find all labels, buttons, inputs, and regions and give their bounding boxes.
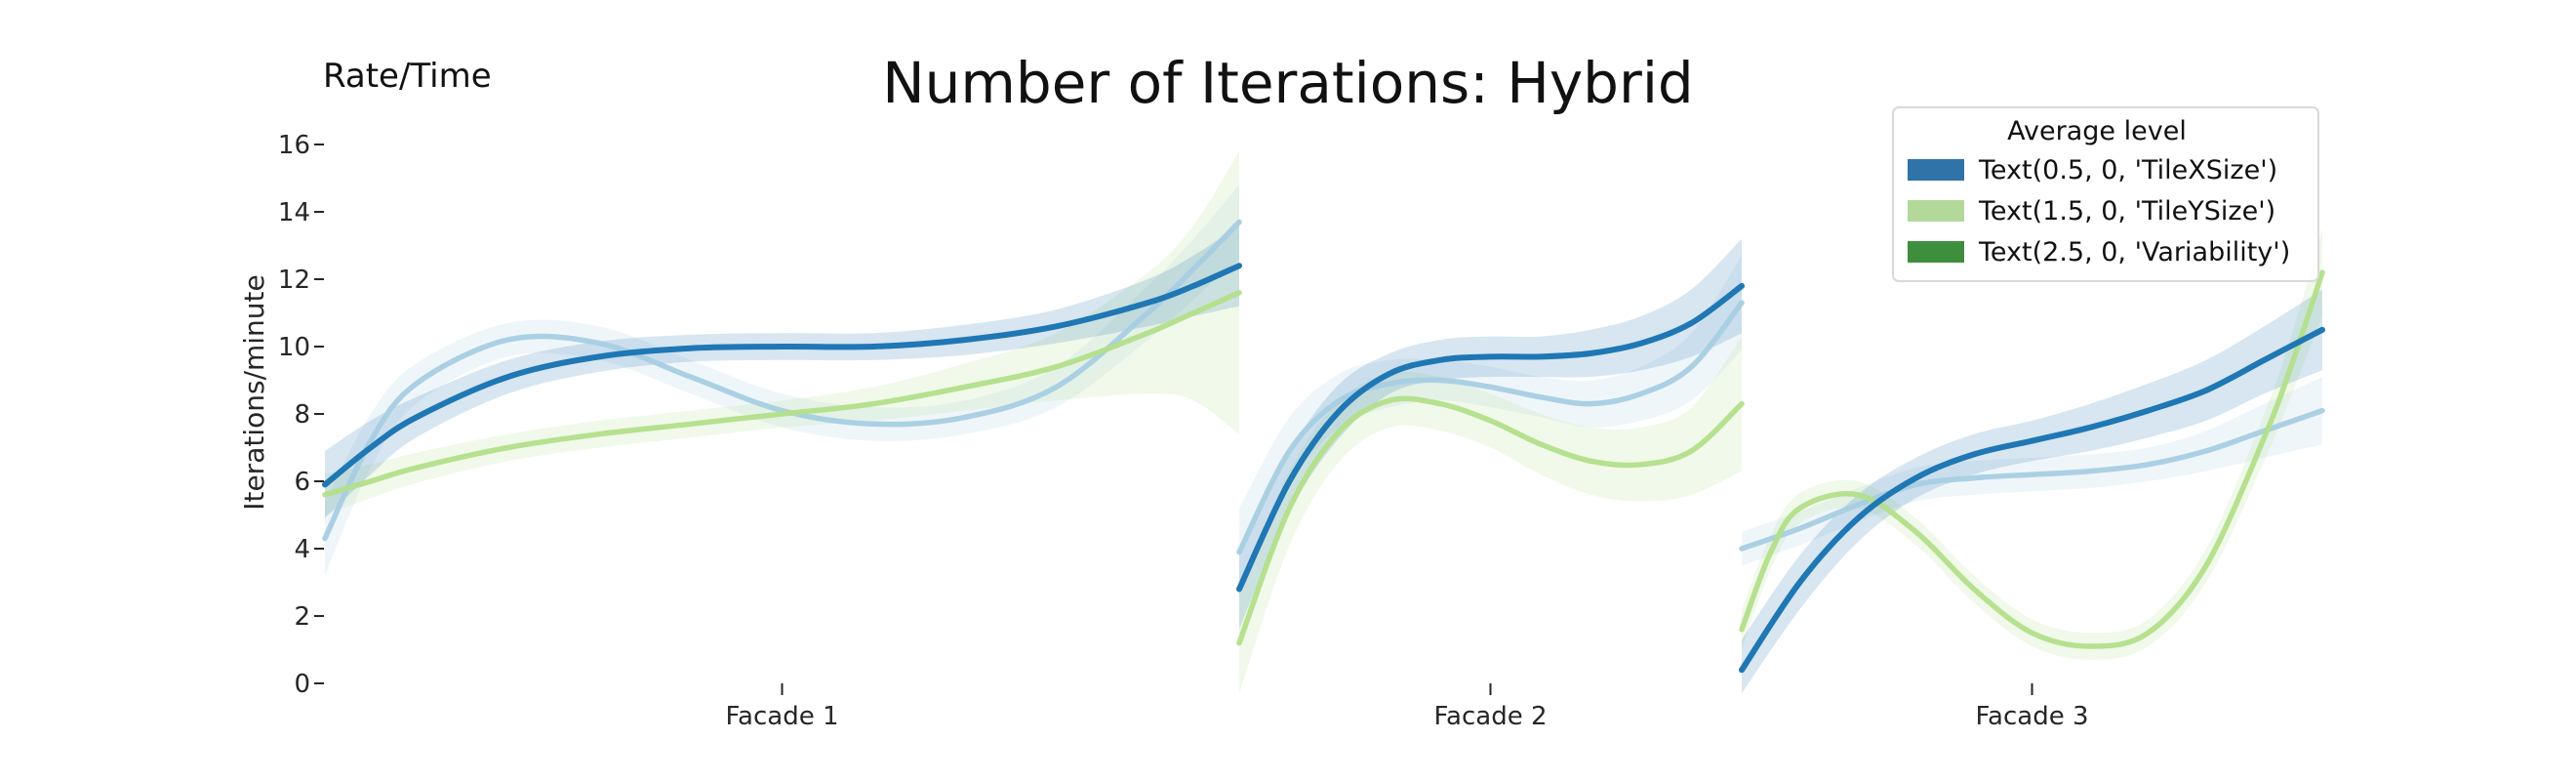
line-facade-1-series-2 bbox=[322, 290, 1242, 498]
legend-frame bbox=[1892, 106, 2319, 282]
y-tick-label-6: 6 bbox=[294, 468, 310, 497]
legend-title: Average level bbox=[2007, 116, 2187, 146]
corner-label: Rate/Time bbox=[323, 57, 492, 96]
x-axis: Facade 1 Facade 2 Facade 3 bbox=[725, 683, 2089, 731]
band-facade-2-series-3 bbox=[1239, 238, 1742, 630]
y-tick-label-0: 0 bbox=[294, 670, 310, 699]
y-tick-label-8: 8 bbox=[294, 400, 310, 430]
legend-entries: Text(0.5, 0, 'TileXSize') Text(1.5, 0, 'T… bbox=[1908, 155, 2290, 267]
y-tick-label-12: 12 bbox=[278, 266, 310, 295]
legend: Average level Text(0.5, 0, 'TileXSize')T… bbox=[1892, 106, 2319, 282]
y-tick-label-10: 10 bbox=[278, 333, 310, 362]
legend-label-2: Text(1.5, 0, 'TileYSize') bbox=[1978, 196, 2275, 226]
line-facade-1-series-1 bbox=[322, 219, 1242, 542]
x-tick-label-facade-1: Facade 1 bbox=[725, 702, 838, 731]
y-axis: 0 2 4 6 8 10 12 14 16 bbox=[278, 131, 324, 699]
line-facade-1-series-3 bbox=[322, 263, 1242, 488]
x-tick-label-facade-3: Facade 3 bbox=[1975, 702, 2088, 731]
series-lines bbox=[322, 219, 2325, 674]
line-facade-3-series-1 bbox=[1739, 407, 2325, 552]
line-facade-3-series-3 bbox=[1739, 326, 2325, 674]
legend-swatch-1 bbox=[1908, 159, 1964, 181]
band-facade-1-series-1 bbox=[325, 185, 1239, 576]
band-facade-3-series-3 bbox=[1742, 289, 2322, 694]
legend-label-1: Text(0.5, 0, 'TileXSize') bbox=[1978, 155, 2277, 185]
y-tick-label-2: 2 bbox=[294, 602, 310, 632]
band-facade-2-series-1 bbox=[1239, 255, 1742, 596]
y-tick-label-4: 4 bbox=[294, 535, 310, 564]
band-facade-3-series-1 bbox=[1742, 377, 2322, 566]
y-axis-label: Iterations/minute bbox=[238, 274, 270, 511]
line-facade-3-series-2 bbox=[1739, 269, 2325, 649]
x-tick-label-facade-2: Facade 2 bbox=[1433, 702, 1547, 731]
band-facade-1-series-2 bbox=[325, 150, 1239, 515]
legend-swatch-3 bbox=[1908, 241, 1964, 263]
confidence-bands bbox=[325, 150, 2322, 694]
legend-label-3: Text(2.5, 0, 'Variability') bbox=[1978, 237, 2290, 267]
line-facade-2-series-1 bbox=[1236, 300, 1745, 555]
y-tick-label-14: 14 bbox=[278, 198, 310, 227]
chart-title: Number of Iterations: Hybrid bbox=[882, 50, 1694, 116]
band-facade-1-series-3 bbox=[325, 225, 1239, 519]
line-facade-2-series-2 bbox=[1236, 395, 1745, 646]
legend-swatch-2 bbox=[1908, 200, 1964, 222]
band-facade-2-series-2 bbox=[1239, 336, 1742, 694]
line-facade-2-series-3 bbox=[1236, 282, 1745, 593]
y-tick-label-16: 16 bbox=[278, 131, 310, 160]
